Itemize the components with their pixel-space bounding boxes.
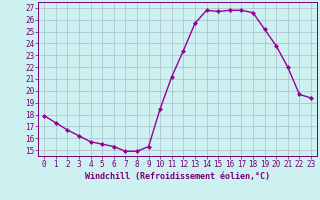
X-axis label: Windchill (Refroidissement éolien,°C): Windchill (Refroidissement éolien,°C) xyxy=(85,172,270,181)
